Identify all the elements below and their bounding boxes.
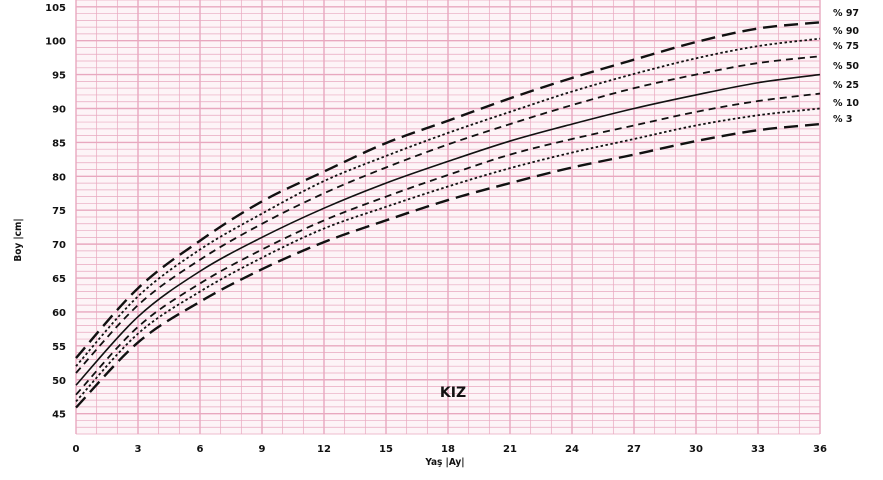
y-axis-ticks: 45 50 55 60 65 70 75 80 85 90 95 100 105	[45, 3, 66, 421]
x-tick-label: 36	[813, 444, 827, 455]
y-tick-label: 75	[52, 206, 66, 217]
y-tick-label: 85	[52, 138, 66, 149]
y-tick-label: 55	[52, 342, 66, 353]
percentile-curve	[75, 21, 821, 359]
percentile-curve	[75, 73, 821, 386]
percentile-curve	[75, 107, 821, 403]
percentile-curve	[75, 55, 821, 374]
percentile-curve	[75, 122, 821, 409]
chart-annotation: KIZ	[440, 385, 466, 401]
x-tick-label: 12	[317, 444, 331, 455]
x-tick-label: 0	[73, 444, 80, 455]
percentile-label: % 3	[833, 114, 852, 125]
x-axis-ticks: 0 3 6 9 12 15 18 21 24 27 30 33 36	[73, 444, 827, 455]
x-tick-label: 27	[627, 444, 641, 455]
y-tick-label: 90	[52, 105, 66, 116]
x-tick-label: 9	[259, 444, 266, 455]
percentile-label: % 25	[833, 80, 859, 91]
y-tick-label: 80	[52, 172, 66, 183]
x-tick-label: 24	[565, 444, 579, 455]
grid	[75, 0, 821, 435]
x-axis-label: Yaş |Ay|	[424, 457, 464, 468]
percentile-label: % 90	[833, 26, 859, 37]
y-tick-label: 100	[45, 37, 66, 48]
x-tick-label: 18	[441, 444, 455, 455]
x-tick-label: 15	[379, 444, 393, 455]
percentile-labels: % 97 % 90 % 75 % 50 % 25 % 10 % 3	[833, 8, 859, 125]
percentile-label: % 97	[833, 8, 859, 19]
y-tick-label: 60	[52, 308, 66, 319]
y-tick-label: 50	[52, 376, 66, 387]
x-tick-label: 6	[197, 444, 204, 455]
y-tick-label: 70	[52, 240, 66, 251]
y-tick-label: 65	[52, 274, 66, 285]
y-tick-label: 105	[45, 3, 66, 14]
x-tick-label: 3	[135, 444, 142, 455]
x-tick-label: 33	[751, 444, 765, 455]
x-tick-label: 30	[689, 444, 703, 455]
y-tick-label: 95	[52, 71, 66, 82]
percentile-label: % 75	[833, 41, 859, 52]
percentile-label: % 50	[833, 61, 859, 72]
y-axis-label: Boy |cm|	[13, 218, 24, 261]
x-tick-label: 21	[503, 444, 517, 455]
percentile-label: % 10	[833, 98, 859, 109]
percentile-curves	[75, 21, 821, 409]
percentile-curve	[75, 92, 821, 396]
y-tick-label: 45	[52, 410, 66, 421]
